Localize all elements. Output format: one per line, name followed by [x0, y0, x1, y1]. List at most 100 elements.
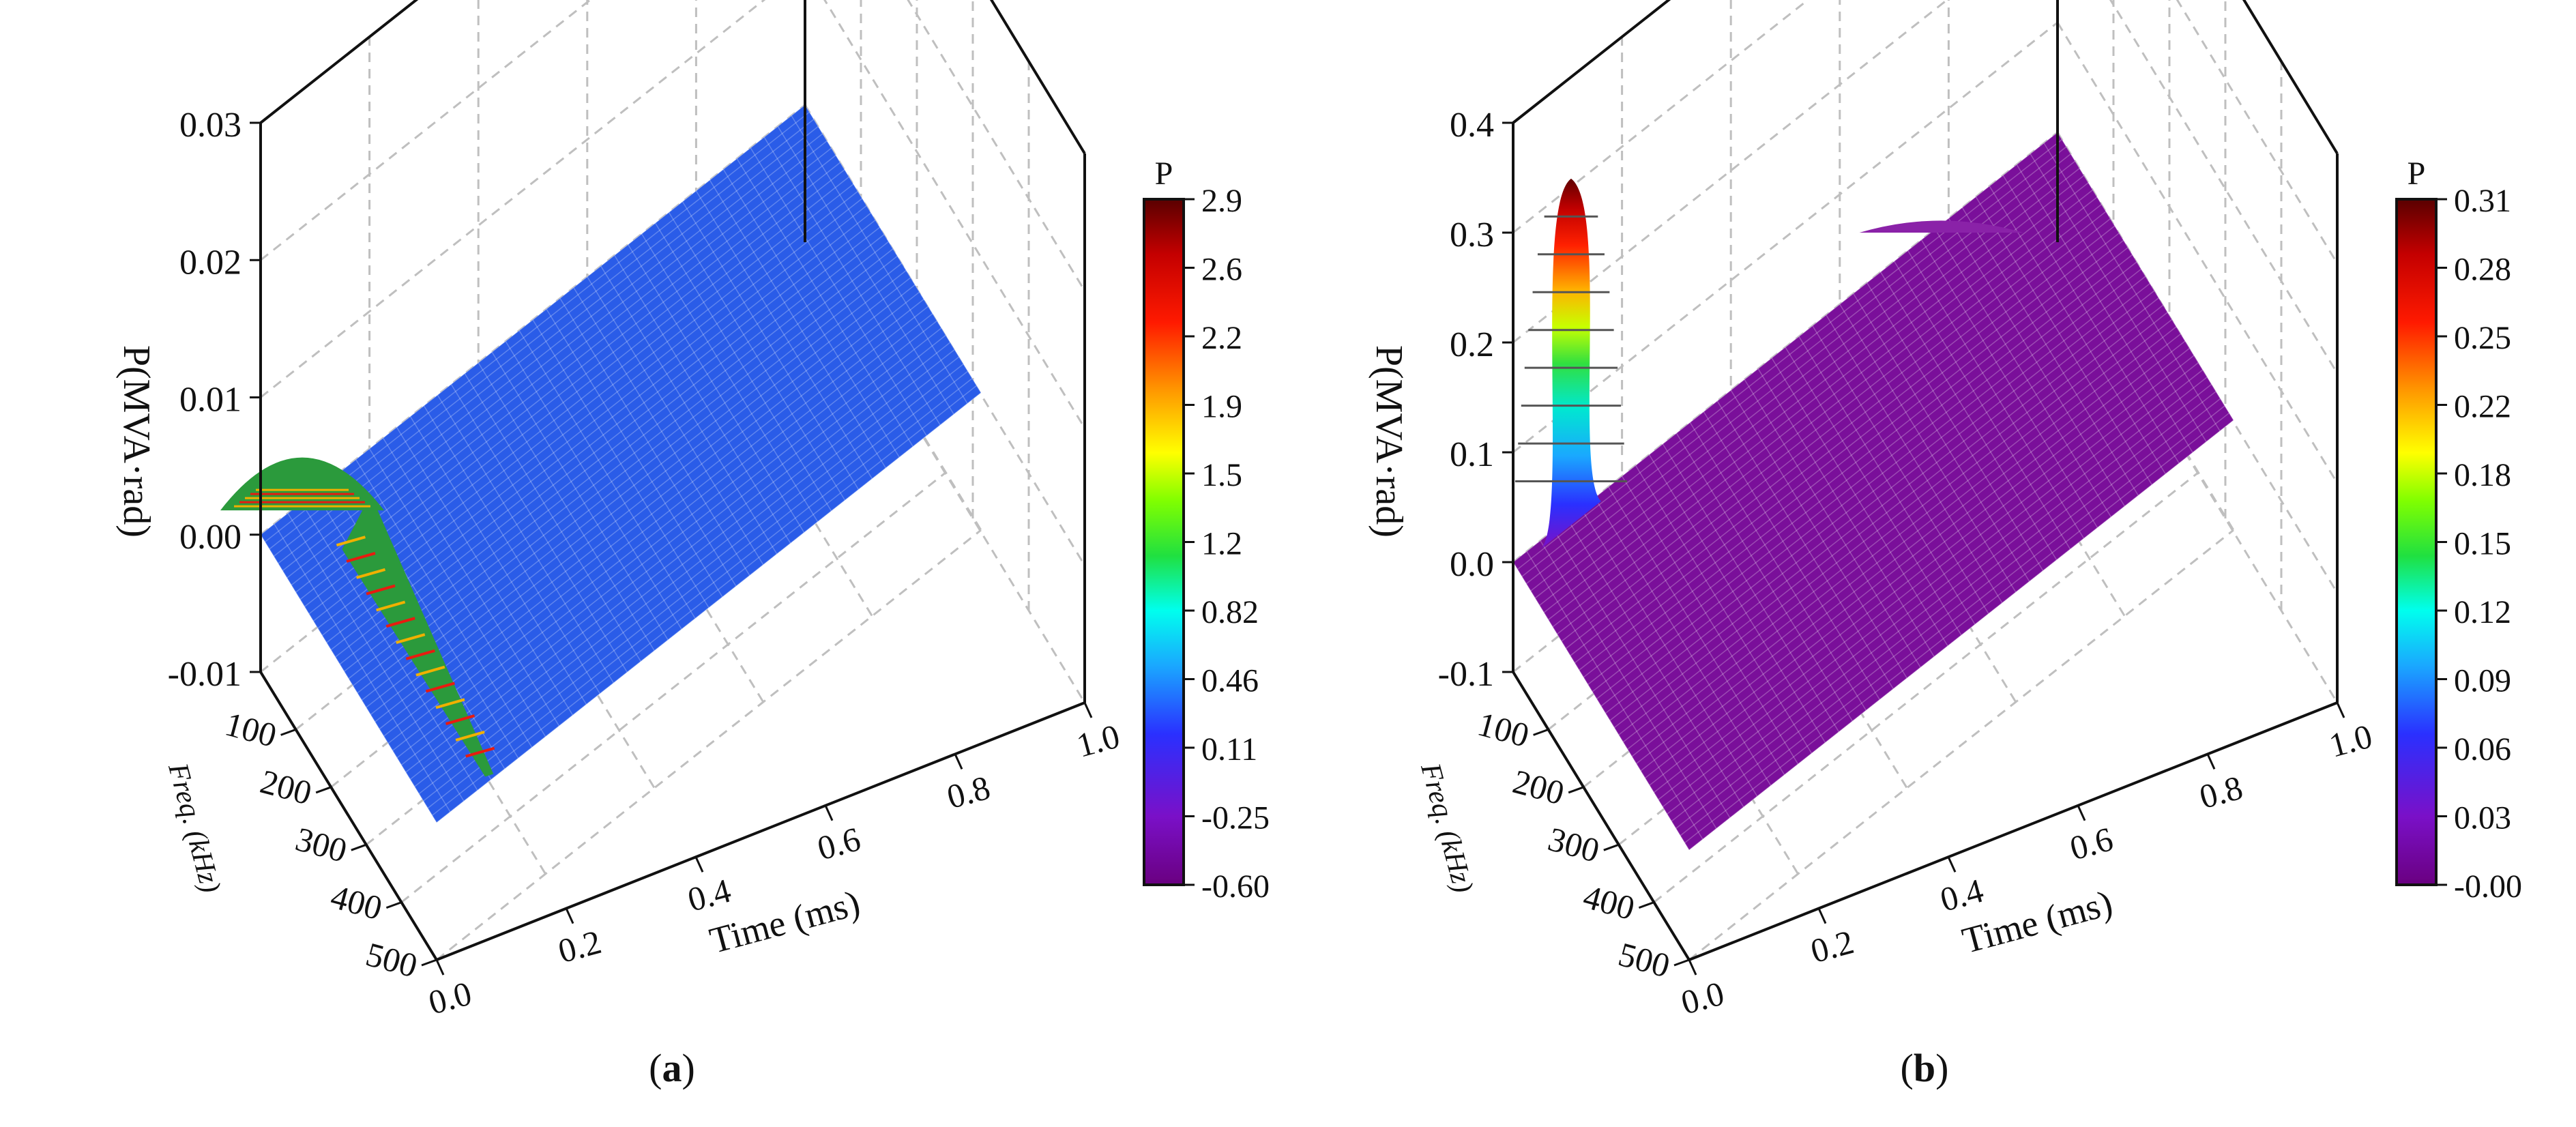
surface-mesh-line: [1583, 247, 2128, 678]
surface-mesh-line: [491, 351, 669, 641]
surface-mesh-line: [1530, 160, 2076, 591]
x-ticks: 0.0 0.2 0.4 0.6 0.8 1.0: [424, 702, 1124, 1022]
surface-mesh-line: [682, 201, 860, 490]
surface-mesh-line: [418, 363, 964, 795]
surface-mesh-line: [2057, 132, 2234, 421]
axes-layer: [1512, 0, 2339, 961]
surface-peak: [1541, 178, 1601, 549]
surface-ridge-stripe: [376, 600, 406, 612]
surface-plane: [1513, 132, 2234, 850]
colorbar-tick-label: -0.60: [1201, 868, 1270, 905]
y-tick-label: 200: [1509, 762, 1568, 813]
surface-mesh-line: [750, 147, 927, 437]
grid-line: [823, 0, 1086, 429]
surface-ridge-stripe: [396, 633, 426, 644]
surface-mesh-line: [1785, 347, 1962, 636]
grid-line: [260, 104, 806, 536]
surface-mesh-line: [366, 277, 911, 708]
y-tick: [280, 728, 297, 736]
surface-mesh-line: [1579, 239, 2124, 671]
colorbar-tick-label: 1.5: [1201, 457, 1242, 493]
surface-mesh-line: [387, 313, 933, 744]
grid-line: [1512, 0, 1810, 234]
y-tick: [1533, 728, 1549, 736]
surface-mesh-line: [274, 523, 451, 813]
grid-line: [260, 0, 766, 398]
colorbar-tick-label: 0.82: [1201, 594, 1259, 630]
colorbar-tick-label: 2.2: [1201, 320, 1242, 356]
surface-mesh-line: [518, 330, 696, 619]
x-tick: [2206, 753, 2216, 770]
surface-mesh-line: [392, 320, 937, 751]
box-edge: [989, 0, 1086, 155]
surface-ridge-stripe: [425, 682, 455, 693]
surface-mesh-line: [1622, 312, 2168, 743]
surface-mesh-line: [1934, 229, 2112, 518]
colorbar-title: P: [2407, 156, 2426, 192]
z-tick-label: -0.1: [1438, 655, 1494, 694]
surface-mesh-line: [709, 179, 886, 469]
surface-mesh-line: [559, 297, 737, 587]
x-tick: [1083, 702, 1093, 718]
x-tick-label: 0.6: [813, 819, 864, 867]
surface-mesh-line: [1605, 282, 2150, 714]
colorbar-gradient: [1143, 198, 1185, 886]
surface-mesh-line: [1587, 254, 2133, 685]
surface-mesh-line: [1839, 304, 2017, 593]
y-axis-label: Freq. (kHz): [162, 759, 226, 896]
surface-mesh-line: [641, 233, 819, 523]
grid-line: [990, 0, 1086, 154]
surface-mesh-line: [1618, 304, 2164, 735]
surface-mesh-line: [352, 255, 898, 686]
colorbar-gradient: [2395, 198, 2438, 886]
surface-mesh-line: [1961, 207, 2139, 496]
surface-mesh-line: [1649, 355, 2195, 786]
surface-mesh-line: [1744, 379, 1921, 668]
surface-mesh-line: [1975, 196, 2152, 485]
surface-mesh-line: [505, 340, 682, 630]
surface-mesh-line: [1512, 132, 2058, 563]
surface-mesh-line: [396, 426, 574, 716]
y-tick: [1638, 901, 1654, 909]
y-tick-label: 200: [257, 762, 316, 813]
surface-mesh-line: [1540, 540, 1717, 829]
surface-mesh-line: [1653, 362, 2199, 793]
surface-mesh-line: [614, 254, 791, 544]
surface-mesh-line: [423, 370, 969, 802]
surface-mesh-line: [1703, 411, 1880, 700]
surface-mesh-line: [1574, 233, 2120, 664]
surface-mesh-line: [1600, 276, 2146, 707]
surface-mesh-line: [1989, 186, 2166, 475]
y-tick-label: 400: [1579, 877, 1639, 928]
surface-mesh-line: [382, 437, 560, 727]
x-tick: [1817, 907, 1827, 924]
surface-mesh-line: [348, 248, 894, 679]
z-tick-label: 0.01: [179, 381, 241, 420]
z-tick-label: 0.1: [1450, 435, 1494, 474]
x-tick-label: 0.2: [1806, 922, 1858, 970]
surface-layer: [1512, 132, 2234, 851]
surface-mesh-line: [1557, 203, 2102, 635]
surface-mesh-line: [1581, 508, 1758, 797]
surface-mesh-line: [791, 115, 968, 404]
surface-mesh-line: [344, 241, 890, 672]
surface-mesh-line: [260, 534, 437, 823]
surface-mesh-line: [1570, 225, 2116, 656]
surface-ridge-stripe: [465, 746, 495, 758]
panel-label: (a): [649, 1046, 695, 1090]
grid-line: [2176, 0, 2339, 264]
colorbar: P 0.31 0.28 0.25 0.22 0.18 0.15 0.12 0.09 0.06 0.…: [2395, 156, 2522, 905]
surface-mesh-line: [330, 219, 876, 651]
surface-mesh-line: [437, 394, 614, 684]
y-tick: [1673, 958, 1690, 967]
surface-mesh-line: [321, 205, 867, 636]
surface-mesh-line: [1609, 290, 2155, 721]
x-tick: [694, 856, 704, 873]
x-tick-label: 1.0: [1072, 716, 1124, 764]
surface-mesh-line: [1798, 336, 1976, 625]
surface-mesh-line: [450, 383, 628, 673]
grid-line: [1653, 471, 2199, 903]
surface-mesh-line: [1543, 182, 2089, 613]
surface-mesh-line: [273, 126, 819, 557]
surface-mesh-line: [396, 327, 942, 759]
